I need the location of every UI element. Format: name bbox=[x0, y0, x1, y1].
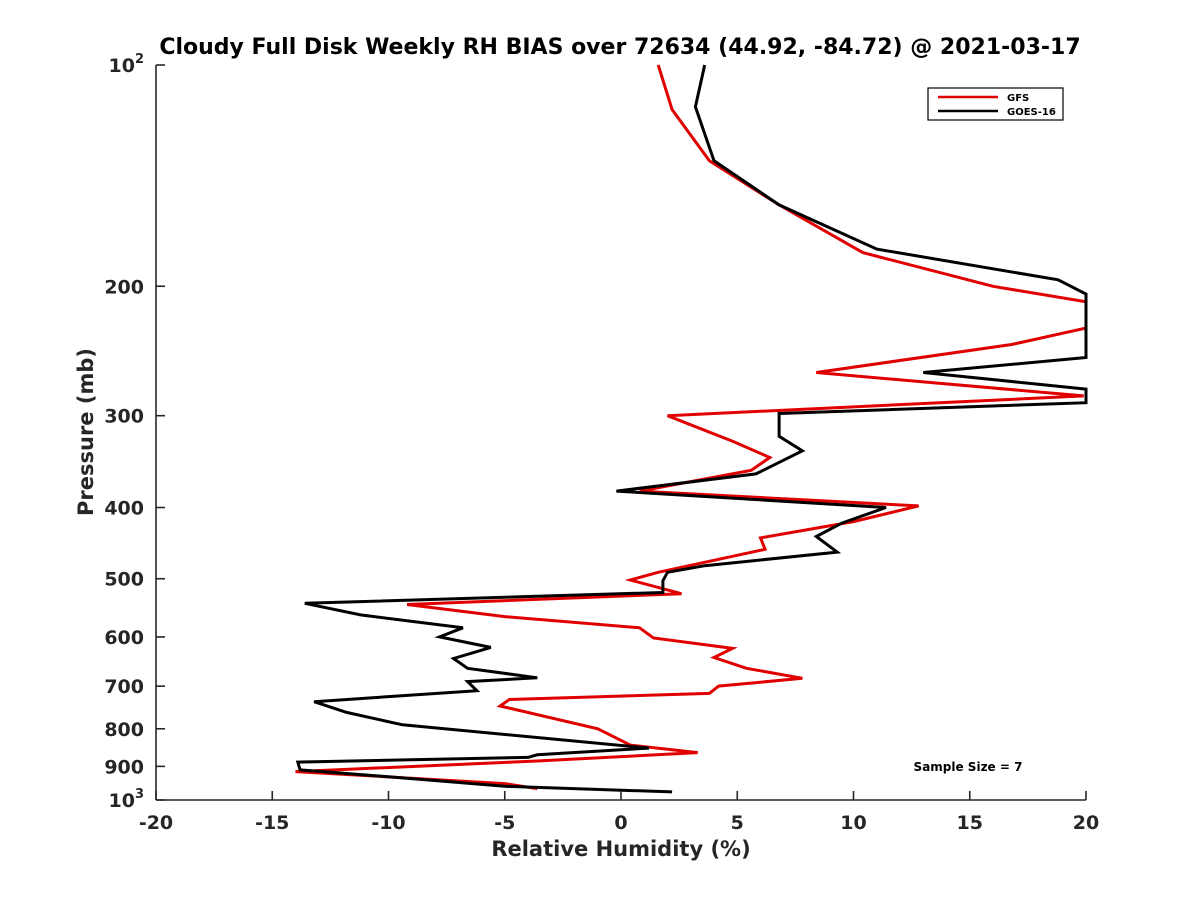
y-ticks: 102 200 300 400 500 600 700 800 900 103 bbox=[104, 52, 165, 812]
y-tick-label: 300 bbox=[104, 406, 144, 428]
sample-size-annotation: Sample Size = 7 bbox=[914, 760, 1023, 774]
x-ticks: -20 -15 -10 -5 0 5 10 15 20 bbox=[139, 791, 1099, 834]
series-line-1 bbox=[295, 64, 1088, 794]
legend-box bbox=[927, 87, 1064, 121]
y-tick-label: 500 bbox=[104, 569, 144, 591]
legend-label-goes16: GOES-16 bbox=[1007, 107, 1056, 118]
y-tick-label: 103 bbox=[109, 787, 145, 812]
x-tick-label: 0 bbox=[614, 812, 627, 834]
y-axis-label: Pressure (mb) bbox=[74, 348, 98, 516]
chart-title: Cloudy Full Disk Weekly RH BIAS over 726… bbox=[159, 35, 1080, 60]
y-tick-label: 700 bbox=[104, 676, 144, 698]
x-tick-label: -5 bbox=[494, 812, 515, 834]
x-tick-label: 5 bbox=[731, 812, 744, 834]
y-tick-label: 102 bbox=[109, 52, 145, 77]
y-tick-label: 900 bbox=[104, 756, 144, 778]
y-tick-label: 800 bbox=[104, 719, 144, 741]
y-tick-label: 200 bbox=[104, 276, 144, 298]
x-tick-label: 20 bbox=[1073, 812, 1099, 834]
x-tick-label: 10 bbox=[840, 812, 866, 834]
x-tick-label: -10 bbox=[371, 812, 405, 834]
y-tick-label: 400 bbox=[104, 498, 144, 520]
x-tick-label: -20 bbox=[139, 812, 173, 834]
x-axis-label: Relative Humidity (%) bbox=[491, 837, 750, 861]
y-tick-label: 600 bbox=[104, 627, 144, 649]
x-tick-label: 15 bbox=[957, 812, 983, 834]
plot-area: -20 -15 -10 -5 0 5 10 15 20 102 200 300 400 500 600 70… bbox=[104, 52, 1099, 834]
x-tick-label: -15 bbox=[255, 812, 289, 834]
legend-label-gfs: GFS bbox=[1007, 93, 1029, 104]
legend: GFS GOES-16 bbox=[927, 87, 1064, 121]
series-layer bbox=[295, 64, 1088, 794]
